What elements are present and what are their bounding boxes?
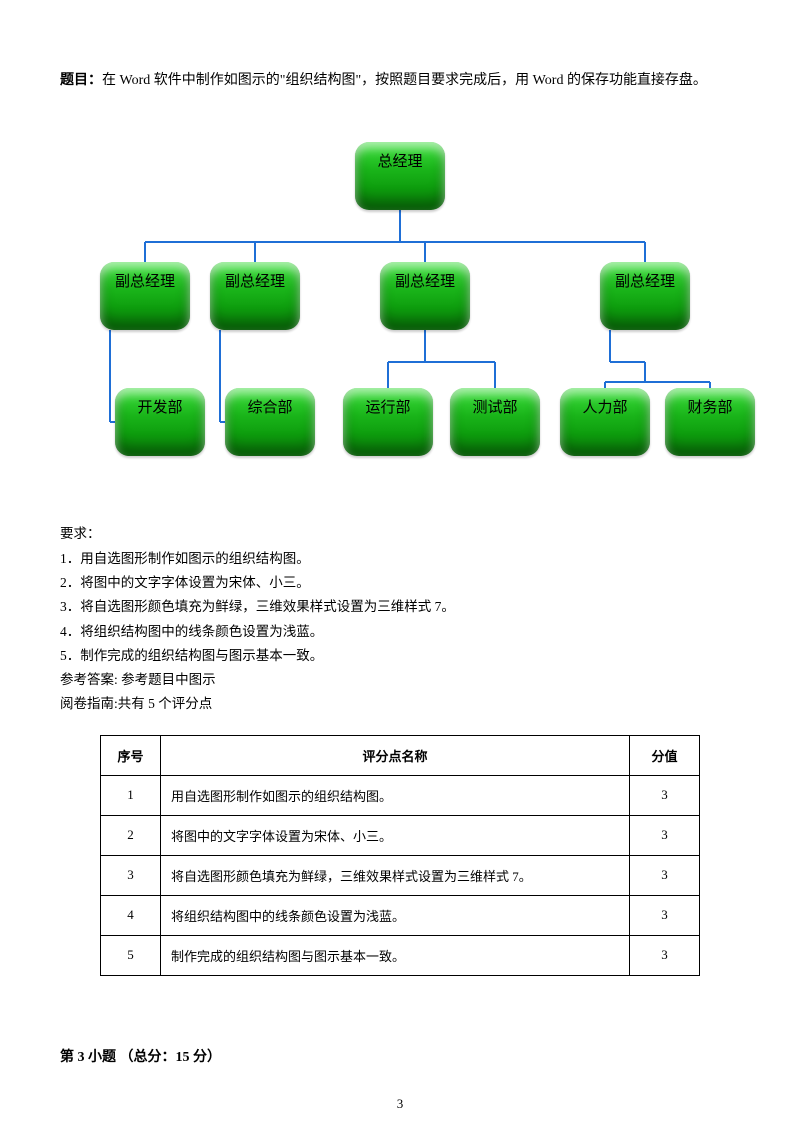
requirements-header: 要求： — [60, 522, 740, 546]
cell-seq: 1 — [101, 775, 161, 815]
next-section-title: 第 3 小题 （总分：15 分） — [60, 1046, 740, 1066]
question-label: 题目： — [60, 73, 102, 88]
cell-desc: 制作完成的组织结构图与图示基本一致。 — [160, 935, 629, 975]
question-text: 在 Word 软件中制作如图示的"组织结构图"，按照题目要求完成后，用 Word… — [102, 73, 707, 88]
cell-score: 3 — [630, 815, 700, 855]
node-d2: 综合部 — [225, 388, 315, 456]
cell-score: 3 — [630, 855, 700, 895]
node-d4: 测试部 — [450, 388, 540, 456]
node-root: 总经理 — [355, 142, 445, 210]
node-d6: 财务部 — [665, 388, 755, 456]
org-chart: 总经理 副总经理 副总经理 副总经理 副总经理 开发部 综合部 运行部 测试部 … — [85, 142, 715, 492]
table-row: 2 将图中的文字字体设置为宋体、小三。 3 — [101, 815, 700, 855]
cell-score: 3 — [630, 775, 700, 815]
node-vp2: 副总经理 — [210, 262, 300, 330]
cell-seq: 5 — [101, 935, 161, 975]
table-row: 4 将组织结构图中的线条颜色设置为浅蓝。 3 — [101, 895, 700, 935]
page-number: 3 — [0, 1096, 800, 1112]
requirement-item: 3．将自选图形颜色填充为鲜绿，三维效果样式设置为三维样式 7。 — [60, 595, 740, 619]
table-row: 1 用自选图形制作如图示的组织结构图。 3 — [101, 775, 700, 815]
node-d1: 开发部 — [115, 388, 205, 456]
requirement-item: 2．将图中的文字字体设置为宋体、小三。 — [60, 571, 740, 595]
table-row: 3 将自选图形颜色填充为鲜绿，三维效果样式设置为三维样式 7。 3 — [101, 855, 700, 895]
cell-score: 3 — [630, 895, 700, 935]
cell-desc: 将图中的文字字体设置为宋体、小三。 — [160, 815, 629, 855]
table-row: 5 制作完成的组织结构图与图示基本一致。 3 — [101, 935, 700, 975]
cell-desc: 将自选图形颜色填充为鲜绿，三维效果样式设置为三维样式 7。 — [160, 855, 629, 895]
cell-seq: 4 — [101, 895, 161, 935]
requirement-item: 5．制作完成的组织结构图与图示基本一致。 — [60, 644, 740, 668]
cell-desc: 将组织结构图中的线条颜色设置为浅蓝。 — [160, 895, 629, 935]
node-d3: 运行部 — [343, 388, 433, 456]
table-header-row: 序号 评分点名称 分值 — [101, 735, 700, 775]
cell-seq: 3 — [101, 855, 161, 895]
col-score: 分值 — [630, 735, 700, 775]
cell-seq: 2 — [101, 815, 161, 855]
requirement-item: 4．将组织结构图中的线条颜色设置为浅蓝。 — [60, 620, 740, 644]
node-vp3: 副总经理 — [380, 262, 470, 330]
guide-label: 阅卷指南:共有 5 个评分点 — [60, 692, 740, 716]
answer-label: 参考答案: 参考题目中图示 — [60, 668, 740, 692]
col-name: 评分点名称 — [160, 735, 629, 775]
cell-score: 3 — [630, 935, 700, 975]
node-vp4: 副总经理 — [600, 262, 690, 330]
scoring-table: 序号 评分点名称 分值 1 用自选图形制作如图示的组织结构图。 3 2 将图中的… — [100, 735, 700, 976]
col-seq: 序号 — [101, 735, 161, 775]
requirements-block: 要求： 1．用自选图形制作如图示的组织结构图。 2．将图中的文字字体设置为宋体、… — [60, 522, 740, 716]
cell-desc: 用自选图形制作如图示的组织结构图。 — [160, 775, 629, 815]
node-d5: 人力部 — [560, 388, 650, 456]
node-vp1: 副总经理 — [100, 262, 190, 330]
question-line: 题目：在 Word 软件中制作如图示的"组织结构图"，按照题目要求完成后，用 W… — [60, 70, 740, 92]
requirement-item: 1．用自选图形制作如图示的组织结构图。 — [60, 547, 740, 571]
